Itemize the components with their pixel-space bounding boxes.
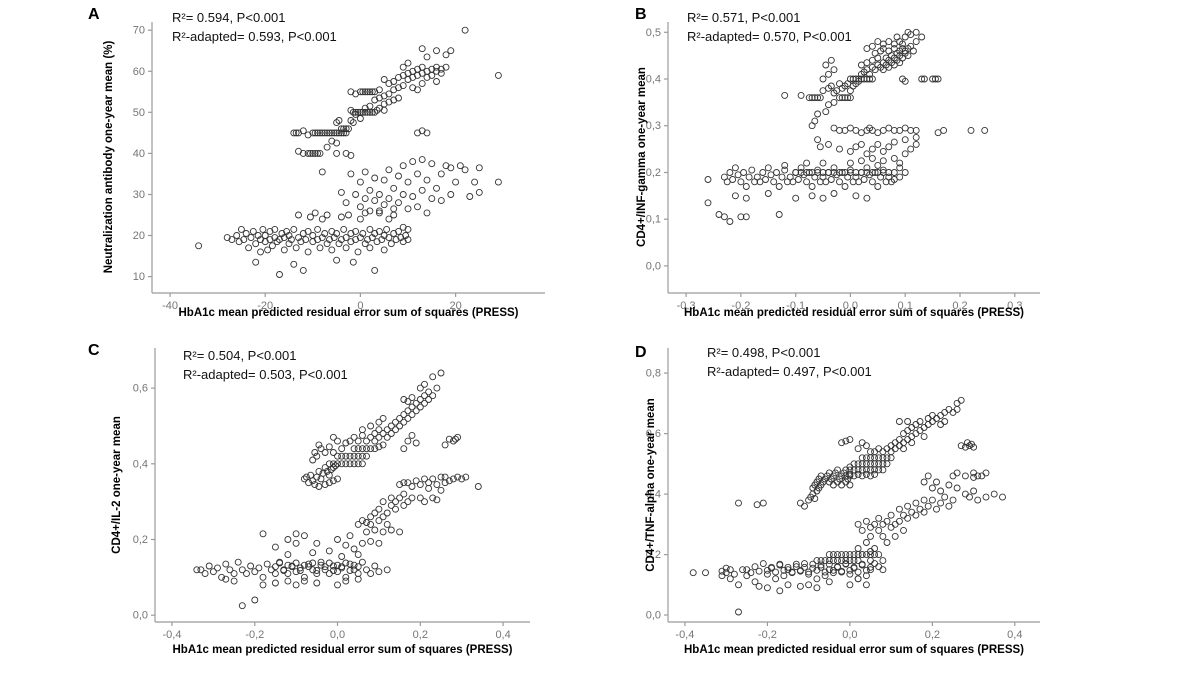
svg-text:0,2: 0,2 xyxy=(952,300,967,312)
svg-text:0,4: 0,4 xyxy=(646,74,661,86)
svg-text:-0,1: -0,1 xyxy=(786,300,805,312)
svg-text:70: 70 xyxy=(133,25,145,37)
r2-adapted-line: R²-adapted= 0.503, P<0.001 xyxy=(183,367,348,382)
svg-text:0,6: 0,6 xyxy=(133,383,148,395)
svg-text:-40: -40 xyxy=(162,300,178,312)
svg-text:0,2: 0,2 xyxy=(646,549,661,561)
scatter-plot-a: -40 -20 0 20 10 20 30 40 50 60 70 xyxy=(133,22,545,312)
svg-text:0,2: 0,2 xyxy=(413,629,428,641)
x-axis-label-b: HbA1c mean predicted residual error sum … xyxy=(684,307,1024,319)
svg-text:0,4: 0,4 xyxy=(646,489,661,501)
svg-text:0,1: 0,1 xyxy=(646,214,661,226)
svg-text:0,2: 0,2 xyxy=(646,167,661,179)
svg-text:0,2: 0,2 xyxy=(133,534,148,546)
svg-text:0,3: 0,3 xyxy=(646,120,661,132)
r2-adapted-line: R²-adapted= 0.497, P<0.001 xyxy=(707,364,872,379)
x-axis-label-a: HbA1c mean predicted residual error sum … xyxy=(178,307,519,319)
svg-text:-0,4: -0,4 xyxy=(675,629,694,641)
svg-text:50: 50 xyxy=(133,107,145,119)
panel-letter-d: D xyxy=(635,344,647,361)
r2-line: R²= 0.498, P<0.001 xyxy=(707,345,821,360)
svg-text:0,3: 0,3 xyxy=(1007,300,1022,312)
scatter-plot-c: -0,4 -0,2 0,0 0,2 0,4 0,0 0,2 0,4 0,6 xyxy=(133,348,530,641)
x-axis-label-d: HbA1c mean predicted residual error sum … xyxy=(684,644,1024,656)
svg-text:0: 0 xyxy=(357,300,363,312)
panel-letter-b: B xyxy=(635,6,647,23)
svg-text:-0,4: -0,4 xyxy=(163,629,182,641)
y-axis-label-d: CD4+/TNF-alpha one-year mean xyxy=(645,398,657,572)
svg-text:20: 20 xyxy=(133,230,145,242)
svg-text:-0,2: -0,2 xyxy=(758,629,777,641)
stats-annotation-a: R²= 0.594, P<0.001 R²-adapted= 0.593, P<… xyxy=(172,8,337,46)
r2-adapted-line: R²-adapted= 0.570, P<0.001 xyxy=(687,29,852,44)
y-axis-label-a: Neutralization antibody one-year mean (%… xyxy=(103,40,115,274)
y-axis-label-b: CD4+/INF-gamma one-year mean xyxy=(636,67,648,247)
svg-text:0,4: 0,4 xyxy=(1007,629,1022,641)
r2-line: R²= 0.594, P<0.001 xyxy=(172,10,286,25)
svg-text:-20: -20 xyxy=(257,300,273,312)
svg-text:0,0: 0,0 xyxy=(646,610,661,622)
x-axis-label-c: HbA1c mean predicted residual error sum … xyxy=(172,644,513,656)
svg-text:0,0: 0,0 xyxy=(330,629,345,641)
r2-line: R²= 0.504, P<0.001 xyxy=(183,348,297,363)
panel-a: -40 -20 0 20 10 20 30 40 50 60 70 A R²= 0.594, P<0… xyxy=(80,0,590,335)
svg-text:0,8: 0,8 xyxy=(646,368,661,380)
svg-text:10: 10 xyxy=(133,271,145,283)
r2-adapted-line: R²-adapted= 0.593, P<0.001 xyxy=(172,29,337,44)
svg-text:30: 30 xyxy=(133,189,145,201)
svg-text:0,0: 0,0 xyxy=(843,300,858,312)
svg-text:-0,3: -0,3 xyxy=(677,300,696,312)
svg-text:0,6: 0,6 xyxy=(646,428,661,440)
r2-line: R²= 0.571, P<0.001 xyxy=(687,10,801,25)
stats-annotation-c: R²= 0.504, P<0.001 R²-adapted= 0.503, P<… xyxy=(183,346,348,384)
svg-text:0,0: 0,0 xyxy=(842,629,857,641)
panel-b: -0,3 -0,2 -0,1 0,0 0,1 0,2 0,3 0,0 0,1 0,2 0,3 0,4 0… xyxy=(620,0,1090,335)
svg-text:0,0: 0,0 xyxy=(133,610,148,622)
panel-letter-a: A xyxy=(88,6,100,23)
panel-d: -0,4 -0,2 0,0 0,2 0,4 0,0 0,2 0,4 0,6 0,8 D R²= 0… xyxy=(620,335,1090,675)
svg-text:0,4: 0,4 xyxy=(495,629,510,641)
svg-text:-0,2: -0,2 xyxy=(245,629,264,641)
svg-text:60: 60 xyxy=(133,66,145,78)
svg-text:-0,2: -0,2 xyxy=(731,300,750,312)
svg-text:20: 20 xyxy=(449,300,461,312)
panel-c: -0,4 -0,2 0,0 0,2 0,4 0,0 0,2 0,4 0,6 C R²= 0.50… xyxy=(80,335,590,675)
panel-letter-c: C xyxy=(88,342,100,359)
svg-text:0,5: 0,5 xyxy=(646,27,661,39)
stats-annotation-b: R²= 0.571, P<0.001 R²-adapted= 0.570, P<… xyxy=(687,8,852,46)
y-axis-label-c: CD4+/IL-2 one-year mean xyxy=(111,416,123,554)
svg-text:40: 40 xyxy=(133,148,145,160)
scatter-plot-d: -0,4 -0,2 0,0 0,2 0,4 0,0 0,2 0,4 0,6 0,8 xyxy=(646,348,1040,641)
svg-text:0,1: 0,1 xyxy=(898,300,913,312)
svg-text:0,4: 0,4 xyxy=(133,458,148,470)
stats-annotation-d: R²= 0.498, P<0.001 R²-adapted= 0.497, P<… xyxy=(707,343,872,381)
scatter-plot-b: -0,3 -0,2 -0,1 0,0 0,1 0,2 0,3 0,0 0,1 0,2 0,3 0,4 0… xyxy=(646,22,1040,312)
svg-text:0,2: 0,2 xyxy=(925,629,940,641)
svg-text:0,0: 0,0 xyxy=(646,260,661,272)
